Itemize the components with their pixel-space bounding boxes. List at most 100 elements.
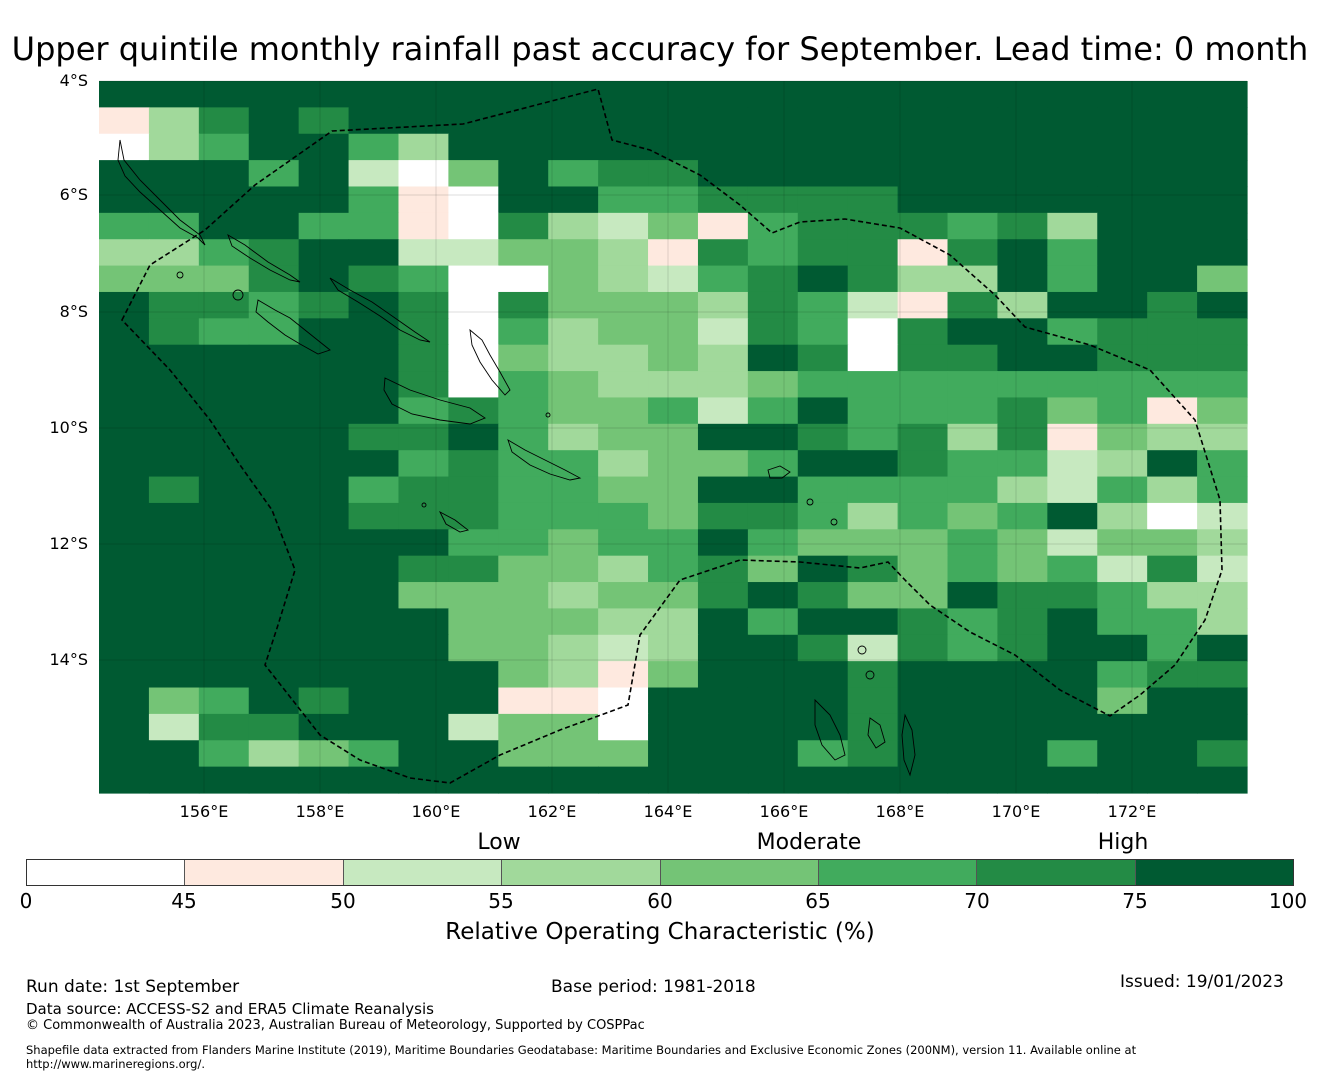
coastline-islet bbox=[232, 289, 244, 301]
grid-cell bbox=[648, 713, 699, 741]
grid-cell bbox=[298, 160, 350, 188]
grid-cell bbox=[997, 582, 1048, 610]
grid-cell bbox=[747, 344, 799, 372]
grid-cell bbox=[797, 450, 849, 478]
grid-cell bbox=[897, 502, 949, 530]
grid-cell bbox=[548, 133, 599, 161]
grid-cell bbox=[997, 476, 1048, 504]
grid-cell bbox=[1047, 239, 1098, 267]
grid-cell bbox=[1197, 291, 1248, 319]
grid-cell bbox=[298, 239, 350, 267]
grid-cell bbox=[847, 661, 899, 689]
grid-cell bbox=[897, 107, 949, 135]
grid-cell bbox=[298, 661, 350, 689]
grid-cell bbox=[498, 318, 549, 346]
grid-cell bbox=[1047, 397, 1098, 425]
grid-cell bbox=[1197, 397, 1248, 425]
grid-cell bbox=[1197, 687, 1248, 715]
grid-cell bbox=[548, 555, 599, 583]
grid-cell bbox=[198, 344, 250, 372]
grid-cell bbox=[1147, 397, 1198, 425]
colorbar-segment bbox=[818, 860, 978, 885]
grid-cell bbox=[448, 582, 499, 610]
grid-cell bbox=[997, 397, 1048, 425]
grid-cell bbox=[1047, 740, 1098, 768]
grid-cell bbox=[997, 344, 1048, 372]
grid-cell bbox=[648, 371, 699, 399]
grid-cell bbox=[398, 555, 449, 583]
grid-cell bbox=[148, 291, 200, 319]
grid-cell bbox=[148, 661, 200, 689]
grid-cell bbox=[1147, 239, 1198, 267]
grid-cell bbox=[1097, 133, 1148, 161]
colorbar-tick: 70 bbox=[964, 889, 990, 913]
grid-cell bbox=[598, 397, 649, 425]
grid-cell bbox=[1147, 608, 1198, 636]
grid-cell bbox=[1097, 713, 1148, 741]
grid-cell bbox=[697, 740, 749, 768]
grid-cell bbox=[498, 687, 549, 715]
data-source: Data source: ACCESS-S2 and ERA5 Climate … bbox=[26, 1000, 434, 1018]
grid-cell bbox=[298, 212, 350, 240]
grid-cell bbox=[847, 81, 899, 108]
grid-cell bbox=[997, 740, 1048, 768]
grid-cell bbox=[697, 344, 749, 372]
grid-cell bbox=[1147, 160, 1198, 188]
grid-cell bbox=[1197, 634, 1248, 662]
grid-cell bbox=[1097, 634, 1148, 662]
grid-cell bbox=[598, 740, 649, 768]
grid-cell bbox=[947, 265, 999, 293]
grid-cell bbox=[298, 740, 350, 768]
grid-cell bbox=[747, 502, 799, 530]
grid-cell bbox=[797, 582, 849, 610]
grid-cell bbox=[298, 133, 350, 161]
grid-cell bbox=[1197, 344, 1248, 372]
grid-cell bbox=[148, 265, 200, 293]
grid-cell bbox=[797, 713, 849, 741]
grid-cell bbox=[99, 529, 150, 557]
grid-cell bbox=[298, 582, 350, 610]
grid-cell bbox=[198, 160, 250, 188]
grid-cell bbox=[747, 186, 799, 214]
grid-cell bbox=[947, 186, 999, 214]
grid-cell bbox=[897, 634, 949, 662]
grid-cell bbox=[148, 160, 200, 188]
grid-cell bbox=[298, 766, 350, 794]
colorbar-segment bbox=[185, 860, 344, 885]
grid-cell bbox=[1097, 160, 1148, 188]
legend-category-low: Low bbox=[477, 830, 521, 855]
coastline-efate bbox=[901, 713, 916, 777]
grid-cell bbox=[198, 713, 250, 741]
grid-cell bbox=[1097, 186, 1148, 214]
lon-label: 170°E bbox=[991, 802, 1041, 821]
grid-cell bbox=[548, 107, 599, 135]
grid-cell bbox=[947, 502, 999, 530]
grid-cell bbox=[847, 476, 899, 504]
grid-cell bbox=[747, 397, 799, 425]
grid-cell bbox=[1047, 766, 1098, 794]
grid-cell bbox=[248, 687, 300, 715]
grid-cell bbox=[448, 687, 499, 715]
grid-cell bbox=[747, 608, 799, 636]
grid-cell bbox=[897, 713, 949, 741]
grid-cell bbox=[1147, 81, 1198, 108]
grid-cell bbox=[797, 318, 849, 346]
grid-cell bbox=[897, 687, 949, 715]
grid-cell bbox=[248, 450, 300, 478]
grid-cell bbox=[548, 582, 599, 610]
grid-cell bbox=[747, 766, 799, 794]
grid-cell bbox=[1097, 687, 1148, 715]
grid-cell bbox=[648, 634, 699, 662]
grid-cell bbox=[448, 239, 499, 267]
grid-cell bbox=[648, 502, 699, 530]
grid-cell bbox=[648, 766, 699, 794]
colorbar-segment bbox=[27, 860, 186, 885]
coastline-bougainville bbox=[117, 139, 206, 246]
grid-cell bbox=[248, 186, 300, 214]
grid-cell bbox=[1047, 634, 1098, 662]
grid-cell bbox=[697, 713, 749, 741]
grid-cell bbox=[99, 344, 150, 372]
grid-cell bbox=[198, 371, 250, 399]
grid-cell bbox=[1197, 212, 1248, 240]
grid-cell bbox=[1147, 582, 1198, 610]
